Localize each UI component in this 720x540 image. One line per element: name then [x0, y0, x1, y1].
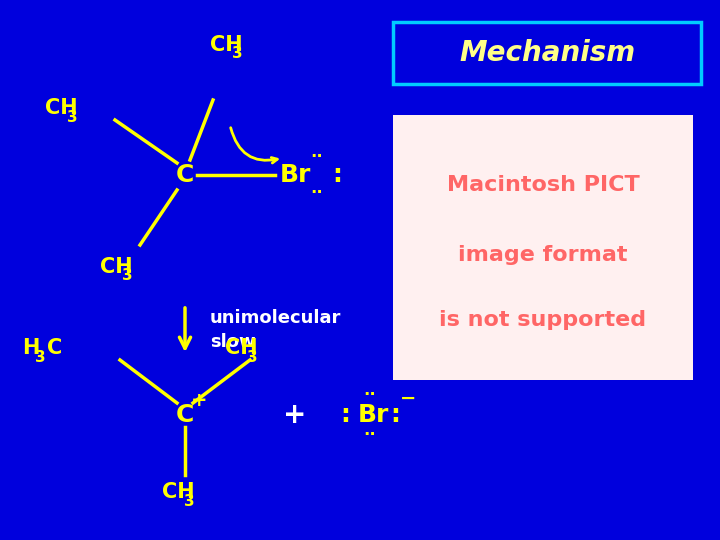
Text: +: + — [191, 392, 207, 410]
Text: −: − — [400, 388, 416, 408]
Text: CH: CH — [100, 257, 132, 277]
Text: 3: 3 — [35, 349, 45, 364]
Text: C: C — [176, 163, 194, 187]
Text: C: C — [47, 338, 62, 358]
Text: 3: 3 — [122, 268, 132, 284]
Text: slow: slow — [210, 333, 256, 351]
Text: is not supported: is not supported — [439, 310, 647, 330]
Text: ··: ·· — [364, 386, 377, 404]
Text: Mechanism: Mechanism — [459, 39, 635, 67]
Text: :: : — [340, 403, 350, 427]
Bar — [393, 22, 701, 84]
Text: Br: Br — [280, 163, 311, 187]
Text: 3: 3 — [232, 46, 243, 62]
Text: H: H — [22, 338, 40, 358]
Text: CH: CH — [210, 35, 243, 55]
Text: ··: ·· — [310, 148, 323, 166]
Text: :: : — [390, 403, 400, 427]
Text: ··: ·· — [364, 426, 377, 444]
Text: +: + — [283, 401, 307, 429]
Text: unimolecular: unimolecular — [210, 309, 341, 327]
Text: :: : — [332, 163, 342, 187]
Text: 3: 3 — [67, 110, 78, 125]
Text: CH: CH — [45, 98, 78, 118]
Text: CH: CH — [225, 338, 258, 358]
Text: image format: image format — [458, 245, 628, 265]
Text: Macintosh PICT: Macintosh PICT — [446, 175, 639, 195]
Text: C: C — [176, 403, 194, 427]
Text: 3: 3 — [247, 349, 258, 364]
Text: ··: ·· — [310, 184, 323, 202]
Text: 3: 3 — [184, 494, 194, 509]
Bar — [393, 115, 693, 380]
Text: Br: Br — [358, 403, 390, 427]
Text: CH: CH — [162, 482, 194, 502]
